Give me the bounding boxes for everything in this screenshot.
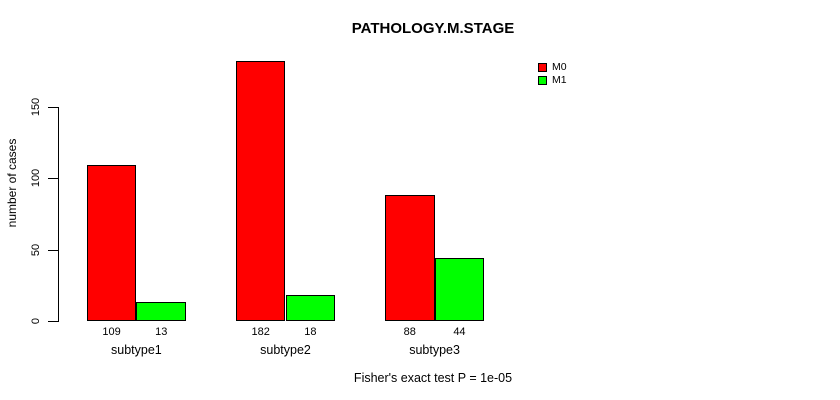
y-axis-tick-label: 100 bbox=[30, 169, 42, 188]
bar-value-label: 88 bbox=[403, 326, 416, 338]
legend-item-m1: M1 bbox=[538, 75, 567, 86]
bar-m1-subtype2 bbox=[285, 295, 336, 321]
statistical-test-caption: Fisher's exact test P = 1e-05 bbox=[353, 371, 513, 385]
legend-swatch-m0 bbox=[538, 63, 547, 72]
category-label-subtype1: subtype1 bbox=[111, 343, 162, 357]
bar-m0-subtype2 bbox=[235, 61, 286, 321]
category-label-subtype2: subtype2 bbox=[260, 343, 311, 357]
y-axis-tick-label: 150 bbox=[30, 97, 42, 117]
chart-title: PATHOLOGY.M.STAGE bbox=[351, 20, 515, 37]
legend-label-m0: M0 bbox=[552, 61, 567, 73]
y-axis-line bbox=[58, 107, 59, 322]
bar-value-label: 109 bbox=[102, 326, 121, 338]
y-axis-tick bbox=[48, 107, 58, 108]
legend-label-m1: M1 bbox=[552, 74, 567, 86]
category-label-subtype3: subtype3 bbox=[409, 343, 460, 357]
y-axis-tick bbox=[48, 249, 58, 251]
y-axis-tick bbox=[48, 321, 58, 322]
legend-item-m0: M0 bbox=[538, 62, 567, 73]
legend-swatch-m1 bbox=[538, 76, 547, 85]
bar-value-label: 182 bbox=[251, 326, 270, 338]
bar-value-label: 13 bbox=[155, 326, 168, 338]
legend: M0 M1 bbox=[538, 62, 567, 86]
bar-m1-subtype3 bbox=[434, 258, 485, 321]
bar-m0-subtype3 bbox=[384, 195, 435, 321]
bar-m0-subtype1 bbox=[86, 165, 137, 321]
y-axis-tick-label: 0 bbox=[30, 317, 42, 325]
y-axis-tick-label: 50 bbox=[30, 243, 42, 256]
y-axis-tick bbox=[48, 178, 58, 180]
bar-m1-subtype1 bbox=[136, 302, 187, 321]
bar-value-label: 44 bbox=[453, 326, 466, 338]
bar-value-label: 18 bbox=[304, 326, 317, 338]
